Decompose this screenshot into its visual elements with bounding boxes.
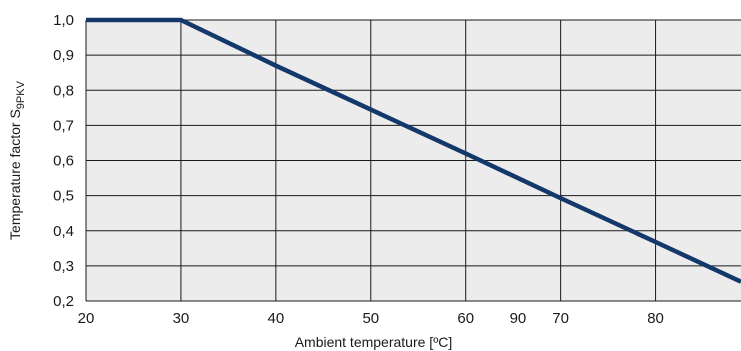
y-axis-label: Temperature factor S9PKV [7, 80, 27, 240]
x-axis-label: Ambient temperature [ºC] [295, 334, 453, 350]
x-tick-label: 20 [78, 310, 95, 327]
grid-lines [85, 19, 741, 302]
x-tick-label: 60 [457, 310, 474, 327]
y-tick-label: 0,8 [53, 82, 74, 99]
x-tick-label: 40 [268, 310, 285, 327]
x-tick-label: 70 [552, 310, 569, 327]
y-tick-label: 0,2 [53, 293, 74, 310]
y-tick-label: 0,4 [53, 223, 74, 240]
tick-labels: 0,2 0,3 0,4 0,5 0,6 0,7 0,8 0,9 1,0 20 30 40 50 60 70 8… [53, 12, 664, 327]
x-tick-label: 50 [362, 310, 379, 327]
y-tick-label: 0,9 [53, 47, 74, 64]
y-tick-label: 1,0 [53, 12, 74, 29]
y-axis-label-main: Temperature factor S [7, 109, 23, 240]
y-tick-label: 0,5 [53, 188, 74, 205]
data-series [86, 17, 741, 284]
y-tick-label: 0,6 [53, 153, 74, 170]
series-line [86, 17, 741, 284]
y-tick-label: 0,3 [53, 258, 74, 275]
x-tick-label: 80 [647, 310, 664, 327]
y-axis-label-subscript: 9PKV [15, 80, 27, 109]
x-tick-label: 30 [173, 310, 190, 327]
y-tick-label: 0,7 [53, 117, 74, 134]
x-tick-label-extra: 90 [510, 310, 527, 327]
